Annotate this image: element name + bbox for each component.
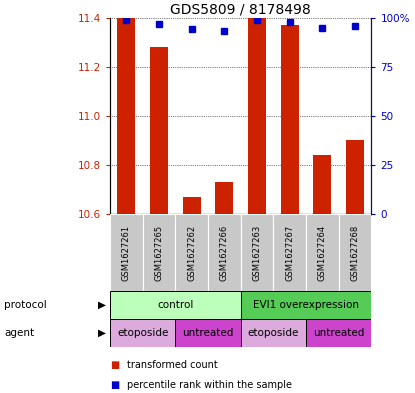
Text: EVI1 overexpression: EVI1 overexpression xyxy=(253,300,359,310)
Text: ▶: ▶ xyxy=(98,300,106,310)
Text: untreated: untreated xyxy=(313,328,364,338)
Bar xyxy=(339,214,371,291)
Text: agent: agent xyxy=(4,328,34,338)
Text: percentile rank within the sample: percentile rank within the sample xyxy=(127,380,292,390)
Text: control: control xyxy=(157,300,193,310)
Bar xyxy=(110,214,143,291)
Text: etoposide: etoposide xyxy=(248,328,299,338)
Bar xyxy=(183,197,201,214)
Bar xyxy=(248,18,266,214)
Text: GSM1627262: GSM1627262 xyxy=(187,224,196,281)
Bar xyxy=(241,291,371,319)
Bar xyxy=(117,18,135,214)
Text: ■: ■ xyxy=(110,380,119,390)
Text: GSM1627265: GSM1627265 xyxy=(154,224,164,281)
Bar xyxy=(208,214,241,291)
Bar xyxy=(346,140,364,214)
Text: GSM1627267: GSM1627267 xyxy=(285,224,294,281)
Text: transformed count: transformed count xyxy=(127,360,217,370)
Bar xyxy=(306,214,339,291)
Text: GSM1627264: GSM1627264 xyxy=(318,224,327,281)
Bar xyxy=(306,319,371,347)
Text: untreated: untreated xyxy=(182,328,234,338)
Bar xyxy=(241,214,273,291)
Bar xyxy=(241,319,306,347)
Text: ■: ■ xyxy=(110,360,119,370)
Text: etoposide: etoposide xyxy=(117,328,168,338)
Bar xyxy=(313,155,332,214)
Title: GDS5809 / 8178498: GDS5809 / 8178498 xyxy=(170,2,311,17)
Bar xyxy=(176,214,208,291)
Bar xyxy=(215,182,233,214)
Text: GSM1627261: GSM1627261 xyxy=(122,224,131,281)
Bar xyxy=(150,47,168,214)
Bar xyxy=(273,214,306,291)
Text: GSM1627268: GSM1627268 xyxy=(351,224,359,281)
Bar xyxy=(110,291,241,319)
Text: ▶: ▶ xyxy=(98,328,106,338)
Text: GSM1627263: GSM1627263 xyxy=(253,224,261,281)
Text: GSM1627266: GSM1627266 xyxy=(220,224,229,281)
Bar xyxy=(281,25,299,214)
Bar xyxy=(110,319,176,347)
Text: protocol: protocol xyxy=(4,300,47,310)
Bar xyxy=(143,214,176,291)
Bar xyxy=(176,319,241,347)
